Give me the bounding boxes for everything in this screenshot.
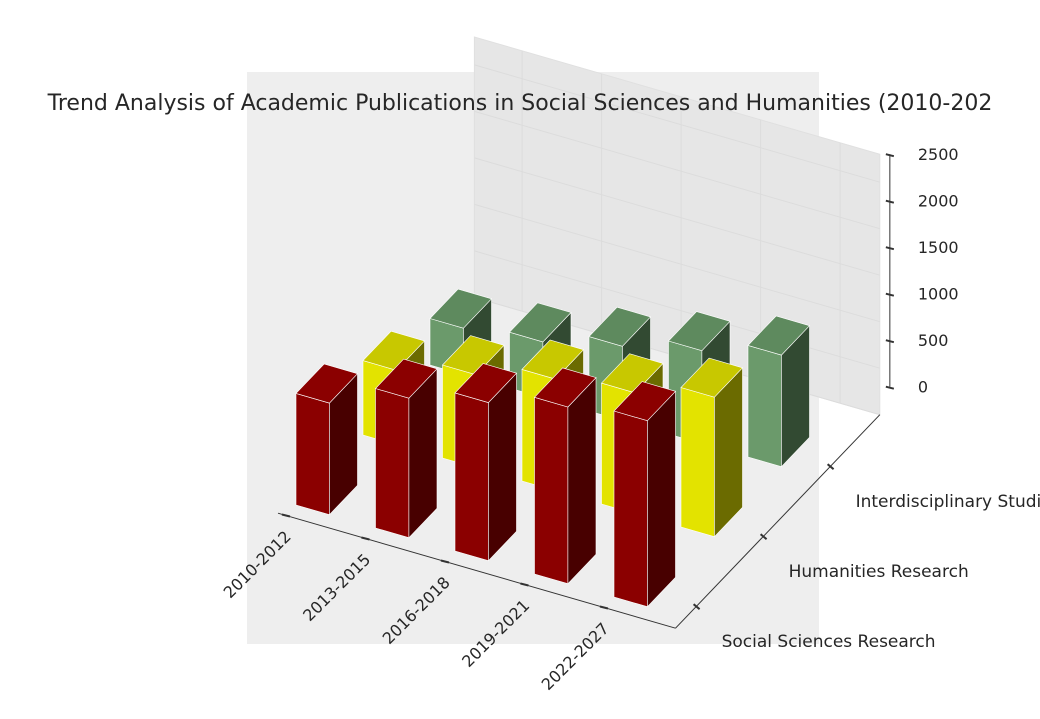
bar-side <box>567 376 597 585</box>
bar-0-1 <box>374 358 438 539</box>
z-tick-5 <box>885 153 895 158</box>
bar-side <box>488 372 517 562</box>
axes <box>277 153 895 629</box>
x-tick-2 <box>440 559 450 564</box>
grid-line-z-3 <box>474 157 880 276</box>
bar-top <box>521 339 585 380</box>
y-axis-line <box>675 414 881 629</box>
y-tick-label: Interdisciplinary Studies <box>856 492 1040 512</box>
y-tick-label: Social Sciences Research <box>722 632 936 652</box>
z-tick-label: 1000 <box>918 285 959 304</box>
bar-top <box>533 367 597 408</box>
bar-top <box>600 353 664 394</box>
y-tick-0 <box>692 603 701 610</box>
bar-front <box>680 387 715 538</box>
y-tick-label: Humanities Research <box>789 562 969 582</box>
bar-top <box>667 311 731 352</box>
y-tick-1 <box>759 533 768 540</box>
z-tick-label: 1500 <box>918 238 959 257</box>
bar-0-0 <box>295 363 359 516</box>
z-tick-0 <box>885 385 895 390</box>
bar-front <box>295 393 330 516</box>
bar-top <box>508 302 572 343</box>
bar-top <box>747 315 811 356</box>
x-tick-1 <box>361 536 370 541</box>
bar-top <box>680 357 744 398</box>
z-tick-label: 0 <box>918 378 928 397</box>
z-tick-1 <box>885 339 895 344</box>
bar-top <box>295 363 359 404</box>
bar-0-3 <box>533 367 597 585</box>
bar-top <box>362 330 426 371</box>
bar-0-2 <box>454 363 518 562</box>
x-tick-0 <box>281 513 291 518</box>
bar-1-4 <box>680 357 744 538</box>
bar-top <box>374 358 438 399</box>
bar-front <box>747 345 782 468</box>
bar-0-4 <box>613 381 677 608</box>
x-axis-line <box>277 512 676 629</box>
z-tick-label: 2000 <box>918 192 959 211</box>
bar-top <box>613 381 677 422</box>
x-tick-4 <box>599 605 609 610</box>
z-tick-4 <box>885 199 895 204</box>
bar-2-4 <box>747 315 811 468</box>
bar-top <box>588 306 652 347</box>
grid-line-z-5 <box>474 64 880 183</box>
bar-side <box>647 390 676 608</box>
bars <box>295 288 811 608</box>
grid-lines <box>474 50 880 416</box>
bar-top <box>454 363 518 403</box>
x-tick-3 <box>520 582 529 587</box>
bar-front <box>534 396 569 585</box>
bar-top <box>429 288 493 329</box>
y-tick-2 <box>826 463 835 470</box>
z-tick-label: 2500 <box>918 145 959 164</box>
bar-front <box>375 388 410 539</box>
chart-title: Trend Analysis of Academic Publications … <box>47 91 993 116</box>
grid-line-z-4 <box>474 110 880 230</box>
z-tick-label: 500 <box>918 331 949 350</box>
bar-front <box>613 410 648 608</box>
bar-top <box>441 335 505 376</box>
grid-line-z-2 <box>474 203 880 323</box>
bar-front <box>454 392 489 562</box>
z-tick-2 <box>885 292 895 297</box>
grid-line-z-1 <box>474 250 880 369</box>
z-tick-3 <box>885 246 895 251</box>
